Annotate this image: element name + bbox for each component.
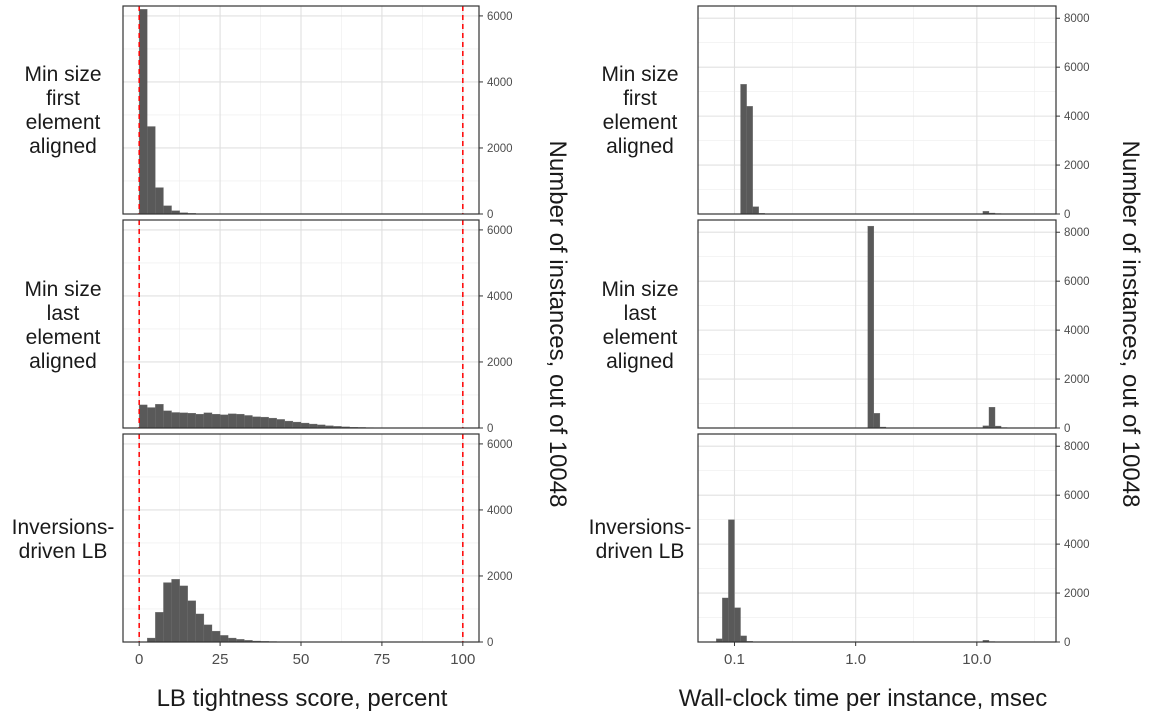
right-panel-2-y-tick-label: 8000 xyxy=(1064,227,1090,239)
right-x-tick-label: 1.0 xyxy=(845,651,866,668)
right-panel-3-border xyxy=(697,433,1057,643)
left-row-label-3: Inversions- driven LB xyxy=(11,516,115,563)
right-row-label-1: Min size first element aligned xyxy=(601,63,679,158)
left-panel-2-bar xyxy=(236,413,245,429)
left-panel-3-bar xyxy=(187,600,196,643)
right-panel-2-border xyxy=(697,219,1057,429)
left-x-tick-label: 25 xyxy=(212,651,229,668)
right-panel-1-y-tick-label: 8000 xyxy=(1064,13,1090,25)
left-panel-3-bar xyxy=(163,582,172,643)
right-row-label-3: Inversions- driven LB xyxy=(588,516,692,563)
left-y-axis-title: Number of instances, out of 10048 xyxy=(544,140,571,508)
right-panel-3-bar xyxy=(740,635,747,643)
left-panel-3-bar xyxy=(211,630,221,643)
left-panel-2-bar xyxy=(155,404,164,429)
left-panel-2-bar xyxy=(195,413,205,429)
right-panel-2-y-tick-label: 4000 xyxy=(1064,325,1090,337)
left-panel-2-bar xyxy=(219,414,229,429)
right-panel-3-y-tick-label: 4000 xyxy=(1064,539,1090,551)
right-panel-2-y-tick-label: 2000 xyxy=(1064,374,1090,386)
right-x-tick-label: 10.0 xyxy=(962,651,991,668)
right-panel-3-y-tick-label: 0 xyxy=(1064,637,1070,649)
left-panel-2-bar xyxy=(260,416,269,429)
left-panel-2-y-tick-label: 0 xyxy=(487,423,493,435)
left-panel-3-bar xyxy=(219,635,229,643)
left-panel-1-bar xyxy=(147,126,156,215)
right-panel-2-bar xyxy=(873,413,881,429)
right-panel-1-bar xyxy=(740,84,747,215)
left-x-tick-label: 50 xyxy=(293,651,310,668)
left-row-label-2: Min size last element aligned xyxy=(24,278,102,373)
left-panel-2-bar xyxy=(163,410,172,429)
left-x-tick-label: 75 xyxy=(374,651,391,668)
left-panel-1-border xyxy=(122,5,480,215)
left-panel-3-bar xyxy=(171,579,180,643)
right-panel-1-y-tick-label: 0 xyxy=(1064,209,1070,221)
left-panel-2-bar xyxy=(284,420,294,429)
right-panel-2-y-tick-label: 0 xyxy=(1064,423,1070,435)
left-panel-2-bar xyxy=(211,413,221,429)
left-panel-3-bar xyxy=(203,624,213,643)
right-x-axis-title: Wall-clock time per instance, msec xyxy=(678,685,1048,712)
right-panel-2-bar xyxy=(867,225,875,429)
left-panel-2-bar xyxy=(300,422,310,429)
left-panel-1-bar xyxy=(139,9,148,215)
right-panel-3-y-tick-label: 8000 xyxy=(1064,441,1090,453)
right-panel-1-bar xyxy=(746,106,753,215)
left-panel-3-y-tick-label: 6000 xyxy=(487,439,513,451)
left-panel-1-y-tick-label: 0 xyxy=(487,209,493,221)
right-row-label-2: Min size last element aligned xyxy=(601,278,679,373)
left-panel-3-bar xyxy=(179,585,188,643)
left-row-label-1: Min size first element aligned xyxy=(24,63,102,158)
left-panel-1-y-tick-label: 4000 xyxy=(487,77,513,89)
left-panel-2-bar xyxy=(171,412,180,429)
left-panel-3-y-tick-label: 2000 xyxy=(487,571,513,583)
right-panel-3-y-tick-label: 6000 xyxy=(1064,490,1090,502)
right-panel-1-bar xyxy=(752,206,759,215)
left-panel-3-bar xyxy=(155,612,164,643)
right-panel-3-bar xyxy=(734,607,741,643)
right-x-tick-label: 0.1 xyxy=(724,651,745,668)
left-panel-2-bar xyxy=(203,412,213,429)
left-panel-3-y-tick-label: 0 xyxy=(487,637,493,649)
left-panel-3-y-tick-label: 4000 xyxy=(487,505,513,517)
right-panel-2-bar xyxy=(988,407,996,429)
left-x-tick-label: 0 xyxy=(135,651,143,668)
left-panel-2-bar xyxy=(268,417,277,429)
left-panel-2-bar xyxy=(228,413,237,429)
right-panel-3-bar xyxy=(722,597,729,643)
left-panel-2-bar xyxy=(252,416,261,429)
right-panel-1-y-tick-label: 2000 xyxy=(1064,160,1090,172)
left-x-tick-label: 100 xyxy=(450,651,475,668)
right-panel-1-y-tick-label: 4000 xyxy=(1064,111,1090,123)
left-panel-3-bar xyxy=(195,613,205,643)
left-panel-1-bar xyxy=(155,187,164,215)
left-panel-2-y-tick-label: 2000 xyxy=(487,357,513,369)
right-panel-3-bar xyxy=(728,519,735,643)
right-panel-3-y-tick-label: 2000 xyxy=(1064,588,1090,600)
left-panel-2-border xyxy=(122,219,480,429)
left-panel-2-y-tick-label: 4000 xyxy=(487,291,513,303)
left-panel-2-bar xyxy=(179,412,188,429)
left-panel-2-bar xyxy=(244,415,253,429)
left-panel-2-y-tick-label: 6000 xyxy=(487,225,513,237)
left-panel-2-bar xyxy=(187,412,196,429)
left-panel-1-y-tick-label: 2000 xyxy=(487,143,513,155)
right-y-axis-title: Number of instances, out of 10048 xyxy=(1117,140,1144,508)
right-panel-1-border xyxy=(697,5,1057,215)
left-panel-1-y-tick-label: 6000 xyxy=(487,11,513,23)
left-panel-2-bar xyxy=(292,421,302,429)
left-panel-1-bar xyxy=(163,205,172,215)
left-panel-2-bar xyxy=(139,404,148,429)
right-panel-2-y-tick-label: 6000 xyxy=(1064,276,1090,288)
left-panel-2-bar xyxy=(276,419,285,429)
right-panel-1-y-tick-label: 6000 xyxy=(1064,62,1090,74)
left-x-axis-title: LB tightness score, percent xyxy=(156,685,448,712)
left-panel-2-bar xyxy=(147,407,156,429)
